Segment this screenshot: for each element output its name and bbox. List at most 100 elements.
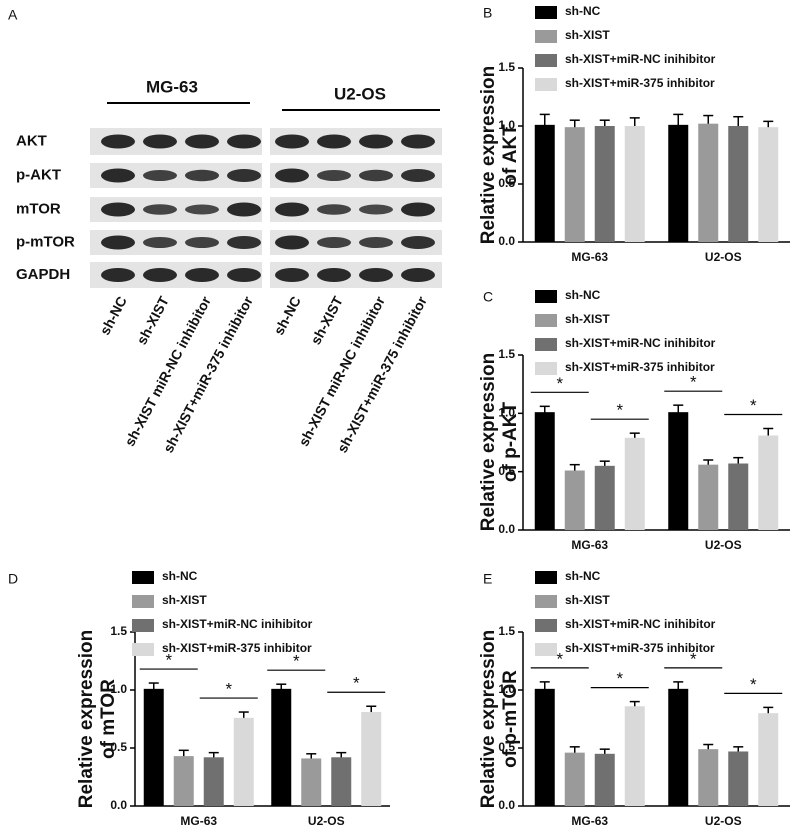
significance-label: * bbox=[750, 675, 757, 694]
y-tick-label: 1.0 bbox=[498, 406, 515, 420]
y-axis-label: Relative expression bbox=[478, 630, 499, 808]
bar bbox=[301, 758, 322, 806]
y-tick-label: 0.0 bbox=[498, 234, 515, 248]
blot-band bbox=[143, 134, 177, 149]
x-tick-label: MG-63 bbox=[571, 814, 608, 828]
blot-group-label: U2-OS bbox=[334, 84, 386, 103]
y-axis-label: of mTOR bbox=[98, 679, 119, 759]
y-tick-label: 0.5 bbox=[498, 176, 515, 190]
bar bbox=[361, 712, 382, 806]
x-tick-label: U2-OS bbox=[705, 538, 742, 552]
bar bbox=[698, 464, 719, 530]
y-tick-label: 1.5 bbox=[498, 624, 515, 638]
bar bbox=[698, 123, 719, 242]
significance-label: * bbox=[353, 674, 360, 693]
x-tick-label: MG-63 bbox=[180, 814, 217, 828]
bar bbox=[668, 688, 689, 806]
legend-label: sh-NC bbox=[565, 288, 601, 302]
blot-band bbox=[401, 202, 435, 217]
blot-band bbox=[275, 268, 309, 282]
legend-swatch bbox=[132, 643, 154, 656]
significance-label: * bbox=[750, 396, 757, 415]
y-tick-label: 0.0 bbox=[498, 522, 515, 536]
significance-label: * bbox=[225, 680, 232, 699]
lane-label: sh-XIST bbox=[133, 293, 172, 347]
blot-band bbox=[359, 169, 393, 182]
legend-swatch bbox=[535, 54, 557, 67]
blot-band bbox=[401, 134, 435, 149]
legend-label: sh-XIST bbox=[565, 593, 610, 607]
bar bbox=[564, 470, 585, 530]
legend-label: sh-XIST+miR-NC inihibitor bbox=[565, 336, 716, 350]
x-tick-label: U2-OS bbox=[705, 250, 742, 264]
blot-band bbox=[227, 236, 261, 249]
legend-swatch bbox=[535, 362, 557, 375]
blot-band bbox=[359, 268, 393, 282]
y-tick-label: 1.5 bbox=[498, 347, 515, 361]
x-tick-label: MG-63 bbox=[571, 250, 608, 264]
blot-band bbox=[227, 169, 261, 182]
bar bbox=[758, 127, 779, 242]
blot-row-label: GAPDH bbox=[16, 266, 70, 283]
bar bbox=[331, 757, 352, 806]
blot-band bbox=[317, 237, 351, 248]
y-axis-label: of AKT bbox=[500, 124, 521, 186]
lane-label: sh-NC bbox=[270, 294, 303, 338]
panel-label: D bbox=[8, 571, 18, 587]
bar bbox=[271, 688, 292, 806]
blot-band bbox=[143, 237, 177, 248]
legend-label: sh-XIST+miR-375 inhibitor bbox=[565, 76, 715, 90]
blot-band bbox=[401, 169, 435, 182]
blot-row-label: mTOR bbox=[16, 200, 61, 217]
y-tick-label: 1.0 bbox=[110, 682, 127, 696]
blot-row-label: p-AKT bbox=[16, 166, 61, 183]
bar bbox=[534, 412, 555, 530]
y-tick-label: 1.0 bbox=[498, 682, 515, 696]
legend-label: sh-NC bbox=[565, 4, 601, 18]
legend-swatch bbox=[535, 314, 557, 327]
significance-label: * bbox=[293, 652, 300, 671]
legend-label: sh-XIST bbox=[162, 593, 207, 607]
y-tick-label: 1.5 bbox=[110, 624, 127, 638]
y-tick-label: 0.5 bbox=[110, 740, 127, 754]
y-axis-label: Relative expression bbox=[76, 630, 97, 808]
bar bbox=[594, 126, 615, 242]
legend-swatch bbox=[535, 290, 557, 303]
significance-label: * bbox=[616, 401, 623, 420]
y-tick-label: 0.5 bbox=[498, 464, 515, 478]
legend-label: sh-XIST+miR-NC inihibitor bbox=[162, 617, 313, 631]
legend-label: sh-XIST+miR-375 inhibitor bbox=[162, 641, 312, 655]
bar bbox=[668, 124, 689, 242]
legend-label: sh-XIST bbox=[565, 28, 610, 42]
y-tick-label: 1.0 bbox=[498, 118, 515, 132]
blot-band bbox=[275, 202, 309, 217]
lane-label: sh-NC bbox=[96, 294, 129, 338]
lane-label: sh-XIST bbox=[307, 293, 346, 347]
blot-band bbox=[275, 168, 309, 183]
significance-label: * bbox=[556, 649, 563, 668]
bar bbox=[728, 126, 749, 242]
blot-row-label: AKT bbox=[16, 132, 47, 149]
blot-band bbox=[101, 168, 135, 183]
blot-band bbox=[227, 134, 261, 149]
panel-label: E bbox=[483, 571, 492, 587]
blot-band bbox=[185, 204, 219, 215]
blot-row-label: p-mTOR bbox=[16, 233, 75, 250]
bar bbox=[728, 751, 749, 806]
legend-swatch bbox=[535, 78, 557, 91]
legend-swatch bbox=[132, 619, 154, 632]
bar bbox=[594, 465, 615, 530]
legend-label: sh-NC bbox=[162, 569, 198, 583]
bar bbox=[624, 706, 645, 806]
legend-label: sh-XIST+miR-NC inihibitor bbox=[565, 617, 716, 631]
bar bbox=[624, 126, 645, 242]
legend-swatch bbox=[132, 595, 154, 608]
blot-band bbox=[401, 236, 435, 249]
y-axis-label: Relative expression bbox=[478, 353, 499, 531]
legend-swatch bbox=[535, 338, 557, 351]
legend-label: sh-XIST bbox=[565, 312, 610, 326]
bar bbox=[564, 127, 585, 242]
blot-band bbox=[185, 169, 219, 182]
significance-label: * bbox=[690, 373, 697, 392]
